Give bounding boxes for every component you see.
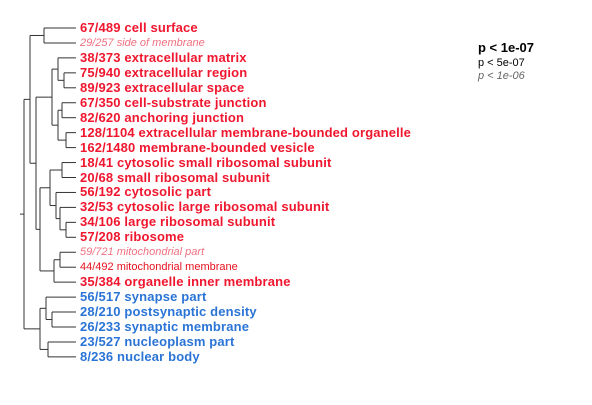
term-label: 56/517 synapse part [80, 289, 207, 305]
term-label: 8/236 nuclear body [80, 348, 200, 364]
dendrogram [20, 27, 76, 358]
term-label: 162/1480 membrane-bounded vesicle [80, 139, 315, 155]
term-label: 38/373 extracellular matrix [80, 49, 247, 65]
term-label: 35/384 organelle inner membrane [80, 274, 291, 290]
term-label: 67/350 cell-substrate junction [80, 94, 267, 110]
term-label: 57/208 ribosome [80, 229, 185, 245]
term-label: 89/923 extracellular space [80, 79, 245, 95]
term-label: 18/41 cytosolic small ribosomal subunit [80, 154, 332, 170]
term-label: 44/492 mitochondrial membrane [80, 261, 238, 274]
term-label: 29/257 side of membrane [80, 37, 205, 49]
term-label: 26/233 synaptic membrane [80, 319, 250, 334]
term-label: 82/620 anchoring junction [80, 109, 245, 125]
term-label: 67/489 cell surface [80, 20, 198, 35]
term-label: 128/1104 extracellular membrane-bounded … [80, 124, 412, 140]
term-label: 75/940 extracellular region [80, 64, 248, 80]
term-label: 59/721 mitochondrial part [80, 246, 205, 259]
term-label: 32/53 cytosolic large ribosomal subunit [80, 199, 330, 215]
term-label: 20/68 small ribosomal subunit [80, 169, 271, 185]
term-label: 28/210 postsynaptic density [80, 304, 257, 320]
term-label: 56/192 cytosolic part [80, 184, 212, 200]
term-label: 23/527 nucleoplasm part [80, 333, 235, 349]
legend-strong: p < 1e-07 [478, 40, 535, 55]
term-label: 34/106 large ribosomal subunit [80, 214, 276, 230]
legend-weak: p < 1e-06 [478, 70, 525, 82]
legend-medium: p < 5e-07 [478, 57, 525, 69]
